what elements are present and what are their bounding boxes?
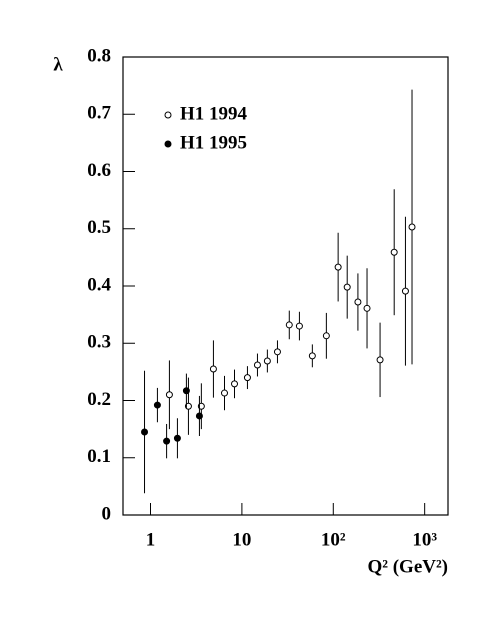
data-point	[285, 321, 293, 329]
y-tick-label: 0.8	[87, 45, 111, 66]
data-point	[243, 374, 251, 382]
data-point	[354, 298, 362, 306]
data-point	[363, 304, 371, 312]
y-tick-label: 0.7	[87, 103, 111, 124]
y-tick-label: 0.3	[87, 332, 111, 353]
data-point	[253, 361, 261, 369]
data-point	[408, 223, 416, 231]
plot-frame	[122, 56, 449, 516]
legend-marker	[164, 140, 172, 148]
data-point	[173, 434, 181, 442]
data-point	[390, 248, 398, 256]
data-point	[376, 356, 384, 364]
legend-label: H1 1995	[180, 132, 247, 153]
data-point	[163, 437, 171, 445]
x-tick-label: 1	[146, 529, 156, 550]
y-axis-label: λ	[53, 54, 63, 75]
data-point	[141, 428, 149, 436]
legend-label: H1 1994	[180, 103, 248, 124]
data-point	[295, 322, 303, 330]
data-point	[195, 412, 203, 420]
legend-marker	[164, 111, 172, 119]
x-tick-label: 10³	[412, 529, 437, 550]
x-tick-label: 10²	[321, 529, 346, 550]
y-tick-label: 0.4	[87, 274, 111, 295]
x-axis-label: Q² (GeV²)	[367, 556, 448, 577]
y-tick-label: 0.5	[87, 217, 111, 238]
y-tick-label: 0.1	[87, 446, 111, 467]
y-tick-label: 0	[102, 503, 112, 524]
data-point	[263, 357, 271, 365]
y-tick-label: 0.6	[87, 160, 111, 181]
data-point	[182, 387, 190, 395]
data-point	[273, 348, 281, 356]
data-point	[184, 402, 192, 410]
data-point	[322, 332, 330, 340]
data-point	[401, 287, 409, 295]
data-point	[165, 391, 173, 399]
data-point	[153, 401, 161, 409]
data-point	[220, 389, 228, 397]
x-tick-label: 10	[232, 529, 251, 550]
y-tick-label: 0.2	[87, 389, 111, 410]
data-point	[334, 263, 342, 271]
data-point	[308, 352, 316, 360]
data-point	[231, 380, 239, 388]
data-point	[343, 283, 351, 291]
data-point	[209, 365, 217, 373]
